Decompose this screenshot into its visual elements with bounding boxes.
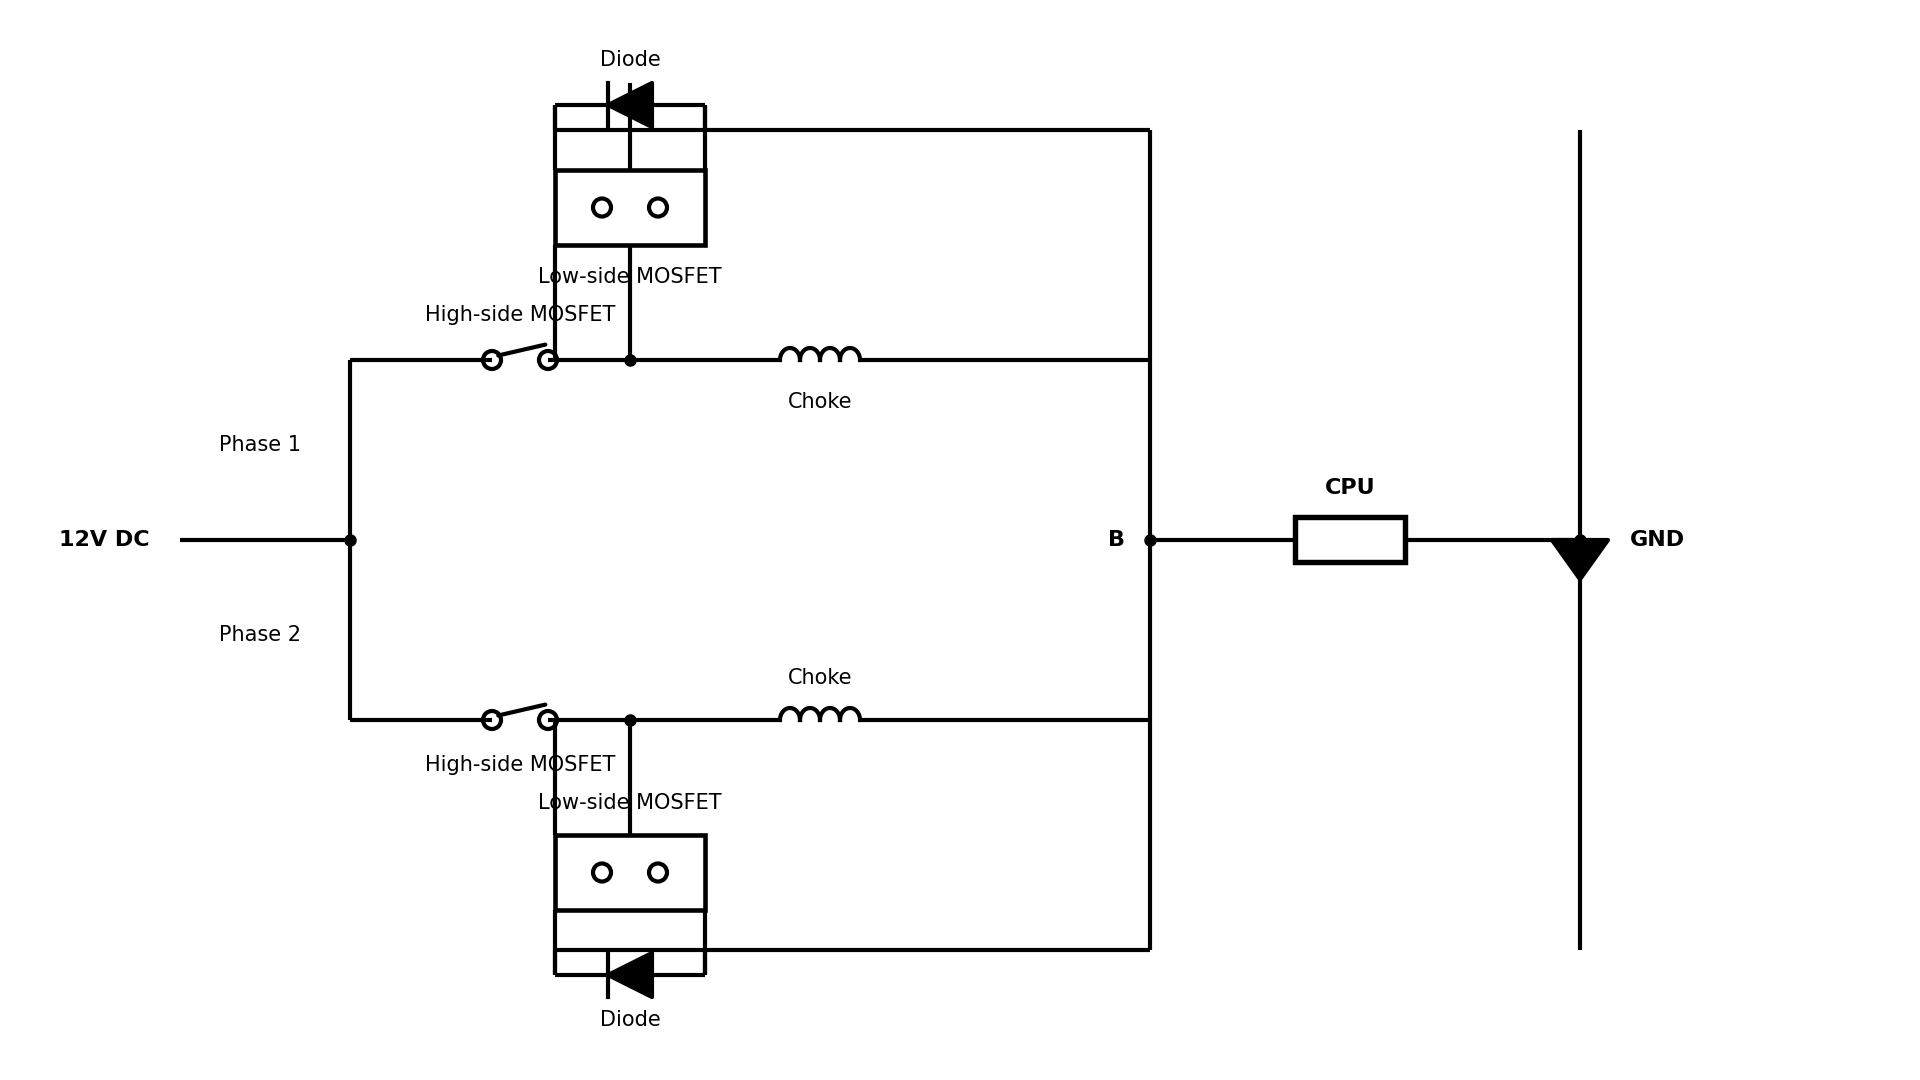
Text: High-side MOSFET: High-side MOSFET: [424, 305, 614, 325]
Text: Diode: Diode: [599, 50, 660, 70]
Bar: [555, 170, 705, 245]
Text: GND: GND: [1630, 530, 1686, 550]
Text: CPU: CPU: [1325, 477, 1375, 498]
Text: Low-side MOSFET: Low-side MOSFET: [538, 267, 722, 287]
Bar: [1294, 517, 1405, 563]
Text: High-side MOSFET: High-side MOSFET: [424, 755, 614, 775]
Polygon shape: [609, 83, 653, 127]
Text: Diode: Diode: [599, 1010, 660, 1030]
Text: 12V DC: 12V DC: [60, 530, 150, 550]
Polygon shape: [609, 953, 653, 997]
Polygon shape: [1551, 540, 1609, 579]
Text: Choke: Choke: [787, 392, 852, 411]
Text: Choke: Choke: [787, 669, 852, 688]
Bar: [555, 835, 705, 910]
Text: Phase 2: Phase 2: [219, 625, 301, 645]
Text: B: B: [1108, 530, 1125, 550]
Text: Phase 1: Phase 1: [219, 435, 301, 455]
Text: Low-side MOSFET: Low-side MOSFET: [538, 793, 722, 813]
